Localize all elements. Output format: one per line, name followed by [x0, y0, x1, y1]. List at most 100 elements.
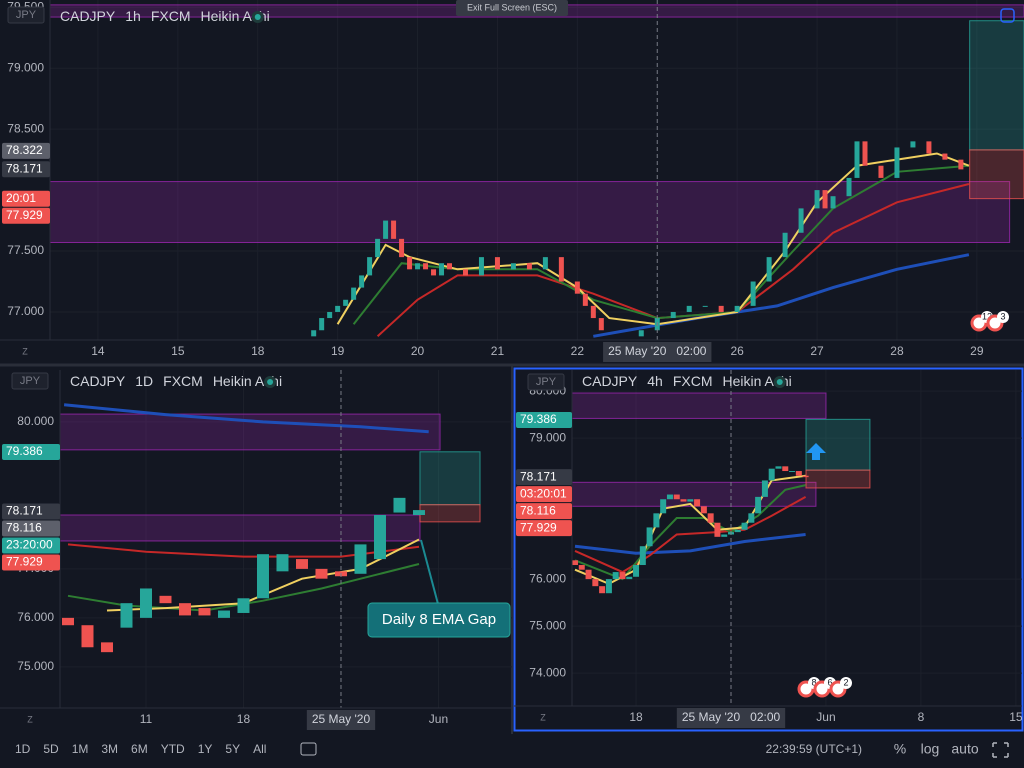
candle	[351, 287, 357, 300]
candle	[61, 617, 74, 626]
zone	[60, 413, 441, 451]
candle	[431, 269, 437, 276]
range-button[interactable]: 1Y	[198, 742, 213, 756]
candle	[415, 263, 421, 270]
x-tick-label: 27	[810, 344, 824, 358]
candle	[327, 311, 333, 319]
zoom-icon[interactable]: Z	[540, 712, 546, 722]
candle	[795, 471, 802, 476]
date-range-icon[interactable]	[300, 742, 317, 756]
candle	[494, 257, 500, 270]
candle	[599, 586, 606, 594]
candle	[373, 514, 386, 560]
currency-label: JPY	[536, 376, 557, 388]
currency-label: JPY	[16, 9, 37, 21]
candle	[702, 305, 708, 307]
candle	[574, 281, 580, 294]
candle	[666, 494, 673, 500]
price-tag-label: 77.929	[6, 555, 43, 569]
candle	[718, 305, 724, 312]
candle	[926, 141, 932, 154]
chart-pane: 80.00079.00076.00075.00074.00018Jun81525…	[514, 370, 1023, 728]
range-button[interactable]: 6M	[131, 742, 148, 756]
candle	[958, 159, 964, 170]
range-button[interactable]: YTD	[161, 742, 185, 756]
y-tick-label: 76.000	[17, 610, 54, 624]
price-tag	[2, 207, 50, 224]
range-button[interactable]: 5Y	[225, 742, 240, 756]
chart-pane: 79.50079.00078.50077.50077.0001415181920…	[0, 0, 1024, 362]
arrow-up-icon	[806, 443, 826, 460]
percent-toggle[interactable]: %	[894, 741, 906, 757]
currency-badge	[527, 373, 565, 391]
candle	[526, 263, 532, 270]
candle	[367, 257, 373, 276]
crosshair-time-label: 25 May '20 02:00	[682, 710, 781, 724]
range-button[interactable]: 3M	[101, 742, 118, 756]
zoom-icon[interactable]: Z	[27, 714, 33, 724]
candle	[572, 560, 578, 566]
candle	[439, 263, 445, 276]
clock: 22:39:59 (UTC+1)	[766, 742, 862, 756]
event-count: 8	[811, 677, 816, 687]
zoom-icon[interactable]: Z	[22, 346, 28, 356]
header-symbol: CADJPY	[70, 373, 126, 389]
panes: 79.50079.00078.50077.50077.0001415181920…	[0, 0, 1024, 730]
candle	[670, 311, 676, 319]
price-tag-label: 78.116	[6, 521, 42, 535]
candle	[789, 471, 796, 473]
x-tick-label: 20	[411, 344, 425, 358]
candle	[700, 506, 707, 514]
candle	[393, 497, 406, 513]
candle	[276, 554, 289, 572]
candle	[354, 544, 367, 574]
x-tick-label: 28	[890, 344, 904, 358]
range-button[interactable]: 5D	[43, 742, 59, 756]
auto-toggle[interactable]: auto	[951, 741, 978, 757]
zone	[805, 469, 871, 489]
candle	[590, 305, 596, 319]
moving-average-line	[67, 543, 420, 558]
candle	[178, 603, 191, 616]
exit-fullscreen-button[interactable]	[456, 0, 568, 16]
candle	[383, 220, 389, 239]
candle	[626, 576, 633, 580]
candle	[734, 305, 740, 312]
currency-badge	[11, 372, 49, 390]
maximize-icon[interactable]	[1000, 8, 1015, 23]
candle	[585, 569, 592, 580]
x-tick-label: 18	[237, 712, 251, 726]
candle	[741, 522, 748, 530]
candle	[139, 588, 152, 618]
candle	[237, 598, 250, 613]
price-tag-label: 78.171	[6, 504, 43, 518]
range-button[interactable]: All	[253, 742, 266, 756]
currency-badge	[7, 6, 45, 24]
range-button[interactable]: 1M	[72, 742, 89, 756]
zone	[572, 392, 827, 419]
zone	[419, 504, 481, 523]
candle	[510, 263, 516, 270]
range-button[interactable]: 1D	[15, 742, 31, 756]
zone	[419, 451, 481, 506]
header-interval: 1D	[135, 373, 153, 389]
price-tag-label: 77.929	[520, 520, 557, 534]
status-dot-inner	[254, 14, 261, 20]
log-toggle[interactable]: log	[921, 741, 940, 757]
candle	[335, 305, 341, 312]
header-source: FXCM	[673, 373, 713, 389]
price-tag	[2, 537, 60, 554]
y-tick-label: 74.000	[529, 665, 566, 679]
candle	[721, 534, 728, 537]
exit-fullscreen-label[interactable]: Exit Full Screen (ESC)	[467, 2, 557, 12]
candle	[750, 281, 756, 306]
fullscreen-icon[interactable]	[992, 742, 1009, 758]
candle	[854, 141, 860, 178]
candle	[478, 257, 484, 276]
zone	[969, 149, 1024, 200]
candle	[605, 579, 612, 594]
candle	[256, 554, 269, 599]
zone	[969, 20, 1024, 151]
price-tag-label: 79.386	[6, 444, 43, 458]
header-interval: 4h	[647, 373, 663, 389]
